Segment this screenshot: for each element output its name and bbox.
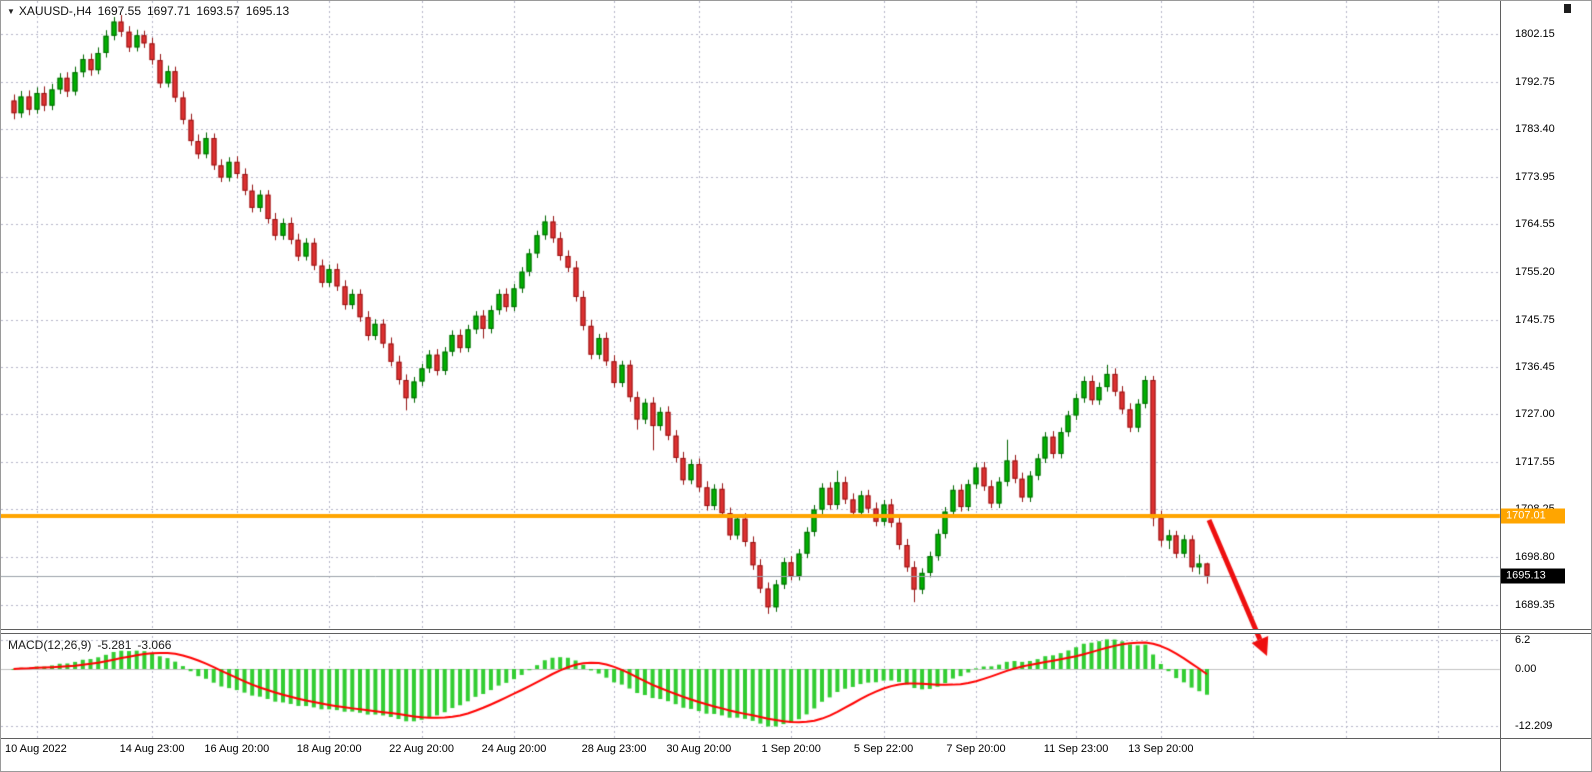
macd-axis-label: 6.2 xyxy=(1515,634,1531,647)
time-axis-label: 11 Sep 23:00 xyxy=(1043,743,1109,755)
price-axis-label: 1689.35 xyxy=(1515,599,1555,611)
time-axis-label: 30 Aug 20:00 xyxy=(666,743,732,755)
ohlc-open-value: 1697.55 xyxy=(97,4,141,18)
ohlc-low-value: 1693.57 xyxy=(196,4,240,18)
price-axis-label: 1773.95 xyxy=(1515,170,1555,183)
macd-name-label: MACD(12,26,9) xyxy=(8,638,92,652)
price-axis-label: 1802.15 xyxy=(1515,28,1555,40)
macd-signal-value: -3.066 xyxy=(137,638,172,652)
time-axis-label: 18 Aug 20:00 xyxy=(296,743,362,755)
price-axis-label: 1736.45 xyxy=(1515,360,1555,373)
time-axis-label: 22 Aug 20:00 xyxy=(389,743,455,755)
price-axis-label: 1717.55 xyxy=(1515,456,1555,469)
time-axis-label: 5 Sep 22:00 xyxy=(853,743,914,755)
time-axis-label: 1 Sep 20:00 xyxy=(761,743,821,755)
ohlc-high-value: 1697.71 xyxy=(147,4,191,18)
symbol-ohlc-label: ▼ XAUUSD-,H4 1697.55 1697.71 1693.57 1695.13 xyxy=(7,4,289,18)
hline-price-tag: 1707.01 xyxy=(1501,508,1565,524)
time-axis-separator xyxy=(1,738,1591,739)
time-axis[interactable]: 10 Aug 2022 14 Aug 23:00 16 Aug 20:00 18 Au… xyxy=(1,739,1591,771)
time-axis-label: 28 Aug 23:00 xyxy=(581,743,647,755)
price-axis-label: 1745.75 xyxy=(1515,313,1555,326)
macd-axis-label: -12.209 xyxy=(1515,719,1553,732)
symbol-timeframe-label: XAUUSD-,H4 xyxy=(18,4,92,18)
time-axis-label: 7 Sep 20:00 xyxy=(946,743,1006,755)
price-axis-separator xyxy=(1500,1,1501,771)
time-axis-label: 13 Sep 20:00 xyxy=(1128,743,1194,755)
time-axis-label: 10 Aug 2022 xyxy=(5,743,67,755)
price-axis-label: 1698.80 xyxy=(1515,551,1555,564)
price-axis-label: 1764.55 xyxy=(1515,218,1555,231)
time-axis-label: 24 Aug 20:00 xyxy=(481,743,547,755)
ohlc-close-value: 1695.13 xyxy=(245,4,290,18)
macd-main-value: -5.281 xyxy=(97,638,132,652)
current-price-tag: 1695.13 xyxy=(1501,568,1565,584)
price-axis-label: 1727.00 xyxy=(1515,408,1555,421)
price-axis-label: 1783.40 xyxy=(1515,122,1555,135)
macd-axis-label: 0.00 xyxy=(1515,663,1537,675)
macd-indicator-label: MACD(12,26,9) -5.281 -3.066 xyxy=(8,638,171,652)
collapse-triangle-icon[interactable]: ▼ xyxy=(7,7,15,16)
time-axis-label: 16 Aug 20:00 xyxy=(204,743,270,755)
corner-marker-icon xyxy=(1564,4,1571,13)
time-axis-label: 14 Aug 23:00 xyxy=(119,743,185,755)
panel-divider[interactable] xyxy=(1,629,1591,634)
price-axis[interactable]: 1802.15 1792.75 1783.40 1773.95 1764.55 1755.… xyxy=(1501,1,1591,738)
price-axis-label: 1792.75 xyxy=(1515,75,1555,88)
price-axis-label: 1755.20 xyxy=(1515,265,1555,278)
